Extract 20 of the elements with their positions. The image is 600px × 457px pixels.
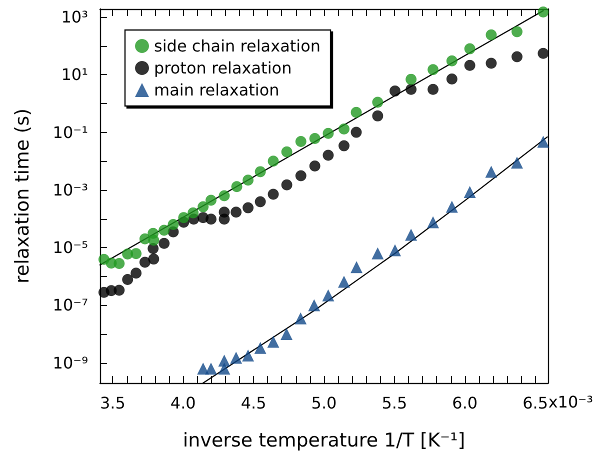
x-tick-label: 6.0 bbox=[452, 394, 478, 412]
legend-label: proton relaxation bbox=[154, 58, 292, 78]
x-axis-title: inverse temperature 1/T [K⁻¹] bbox=[182, 430, 466, 452]
x-tick-label: 5.0 bbox=[311, 394, 337, 412]
y-tick-label: 10⁻¹ bbox=[52, 122, 88, 142]
y-tick-label: 10⁻⁹ bbox=[52, 353, 88, 372]
x-tick-label: 4.0 bbox=[170, 394, 196, 412]
legend-label: main relaxation bbox=[154, 80, 280, 100]
text: x10⁻³ bbox=[548, 392, 594, 412]
x-tick-label: 6.5 bbox=[522, 394, 548, 412]
y-tick-label: 10⁻³ bbox=[52, 180, 88, 200]
y-tick-label: 10⁻⁵ bbox=[52, 238, 88, 258]
x-tick-label: 4.5 bbox=[240, 394, 266, 412]
y-axis-title: relaxation time (s) bbox=[12, 108, 34, 284]
y-tick-label: 10¹ bbox=[61, 65, 88, 84]
x-tick-label: 5.5 bbox=[382, 394, 408, 412]
x-tick-label: 3.5 bbox=[100, 394, 126, 412]
y-tick-label: 10⁻⁷ bbox=[52, 296, 88, 315]
y-tick-label: 10³ bbox=[61, 8, 88, 27]
legend-label: side chain relaxation bbox=[154, 36, 321, 56]
